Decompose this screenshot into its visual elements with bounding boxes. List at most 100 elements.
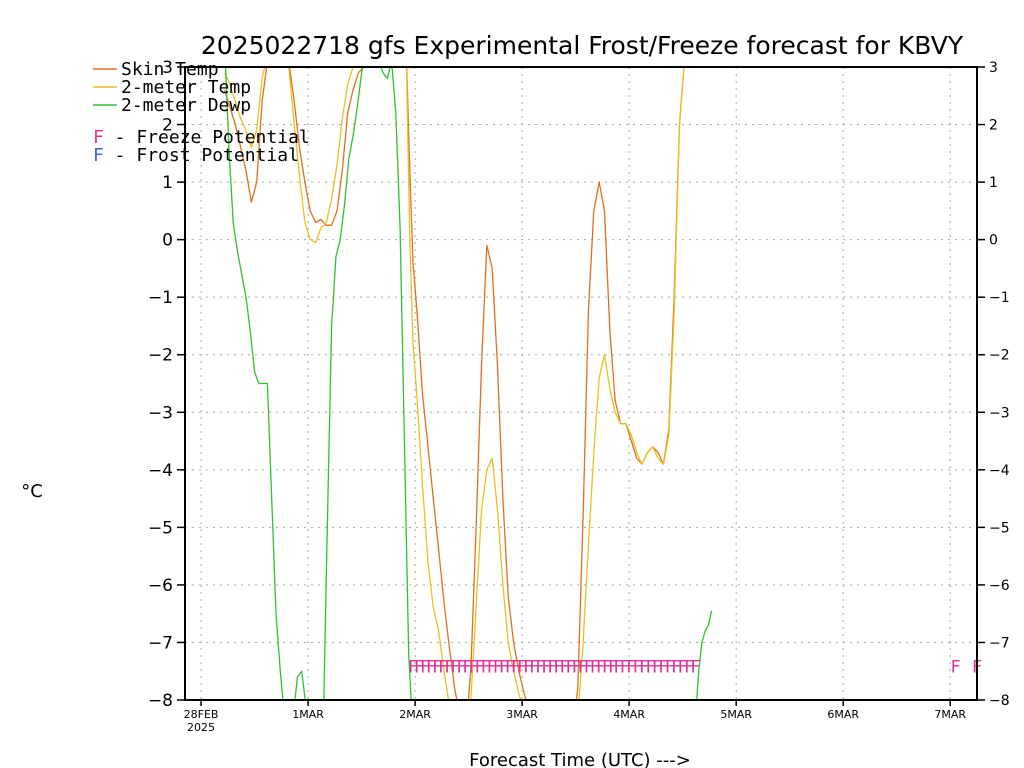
y-tick-label-right: −8	[989, 693, 1010, 709]
x-tick-label: 5MAR	[720, 708, 752, 721]
freeze-flag-marker: F	[645, 657, 655, 677]
potential-legend-label: - Freeze Potential	[104, 127, 310, 148]
freeze-flag-marker: F	[602, 657, 612, 677]
freeze-flag-marker: F	[671, 657, 681, 677]
freeze-flag-marker: F	[620, 657, 630, 677]
legend-label: 2-meter Temp	[121, 77, 251, 98]
series-layer	[223, 67, 713, 700]
y-tick-label-right: −6	[989, 578, 1010, 594]
y-tick-label-right: −3	[989, 405, 1010, 421]
freeze-flag-marker: F	[438, 657, 448, 677]
y-axis-left: 3 2 1 0 −1 −2 −3 −4 −5 −6 −7 −8	[148, 58, 185, 711]
y-tick-label: −8	[148, 691, 173, 711]
y-tick-label-right: −1	[989, 290, 1010, 306]
freeze-flag-marker: F	[639, 657, 649, 677]
potential-legend-marker: F	[93, 145, 104, 166]
potential-legend-entry: F - Frost Potential	[93, 145, 299, 166]
freeze-flag-marker: F	[652, 657, 662, 677]
y-tick-label: −7	[148, 633, 173, 653]
freeze-flag-marker: F	[511, 657, 521, 677]
x-tick-label: 1MAR	[292, 708, 324, 721]
y-tick-label-right: 3	[989, 60, 998, 76]
freeze-flag-marker: F	[444, 657, 454, 677]
freeze-flag-marker: F	[475, 657, 485, 677]
y-tick-label: −1	[148, 288, 173, 308]
freeze-flag-marker: F	[690, 657, 700, 677]
x-tick-label: 7MAR	[934, 708, 966, 721]
freeze-flag-marker: F	[572, 657, 582, 677]
freeze-flag-marker: F	[414, 657, 424, 677]
legend-label: 2-meter Dewp	[121, 95, 251, 116]
freeze-flag-marker: F	[481, 657, 491, 677]
freeze-flag-marker: F	[584, 657, 594, 677]
freeze-flag-marker: F	[420, 657, 430, 677]
series-line	[224, 67, 685, 700]
y-tick-label-right: −2	[989, 348, 1010, 364]
freeze-flag-marker: F	[665, 657, 675, 677]
series-line	[696, 610, 713, 700]
freeze-flag-marker: F	[456, 657, 466, 677]
y-tick-label: 1	[162, 173, 173, 193]
series-line	[224, 67, 412, 700]
potential-legend-entry: F - Freeze Potential	[93, 127, 310, 148]
chart-title: 2025022718 gfs Experimental Frost/Freeze…	[201, 31, 964, 60]
freeze-flag-marker: F	[633, 657, 643, 677]
freeze-flag-marker: F	[450, 657, 460, 677]
freeze-flag-marker: F	[608, 657, 618, 677]
freeze-flag-marker: F	[566, 657, 576, 677]
y-tick-label: 2	[162, 116, 173, 136]
y-axis-right: 3 2 1 0 −1 −2 −3 −4 −5 −6 −7 −8	[977, 60, 1010, 709]
freeze-flag-marker: F	[559, 657, 569, 677]
freeze-flag-marker: F	[590, 657, 600, 677]
y-tick-label-right: −5	[989, 520, 1010, 536]
freeze-flag-marker: F	[535, 657, 545, 677]
y-axis-label: °C	[21, 481, 43, 502]
x-tick-label: 28FEB	[184, 708, 219, 721]
y-tick-label: −5	[148, 518, 173, 538]
freeze-flag-marker: F	[408, 657, 418, 677]
freeze-flag-marker: F	[523, 657, 533, 677]
freeze-flag-marker: F	[553, 657, 563, 677]
y-tick-label: −3	[148, 403, 173, 423]
freeze-flag-marker: F	[462, 657, 472, 677]
y-tick-label: −2	[148, 346, 173, 366]
freeze-flag-marker: F	[684, 657, 694, 677]
y-tick-label-right: 1	[989, 175, 998, 191]
freeze-flag-marker: F	[547, 657, 557, 677]
grid-lines	[185, 67, 977, 700]
freeze-flag-marker: F	[517, 657, 527, 677]
freeze-flag-marker: F	[426, 657, 436, 677]
freeze-flags: FFFFFFFFFFFFFFFFFFFFFFFFFFFFFFFFFFFFFFFF…	[408, 657, 982, 677]
y-tick-label-right: −4	[989, 463, 1010, 479]
y-tick-label: 0	[162, 231, 173, 251]
x-tick-label: 4MAR	[613, 708, 645, 721]
freeze-flag-marker: F	[505, 657, 515, 677]
freeze-flag-marker: F	[613, 657, 623, 677]
potential-legend-marker: F	[93, 127, 104, 148]
y-tick-label-right: 2	[989, 118, 998, 134]
freeze-flag-marker: F	[541, 657, 551, 677]
y-tick-label: −6	[148, 576, 173, 596]
potential-legend-label: - Frost Potential	[104, 145, 299, 166]
freeze-flag-marker: F	[626, 657, 636, 677]
y-tick-label-right: −7	[989, 635, 1010, 651]
freeze-flag-marker: F	[432, 657, 442, 677]
freeze-flag-marker: F	[487, 657, 497, 677]
x-tick-label: 2MAR	[399, 708, 431, 721]
freeze-flag-marker: F	[950, 657, 960, 677]
freeze-flag-marker: F	[596, 657, 606, 677]
freeze-flag-marker: F	[529, 657, 539, 677]
x-axis-label: Forecast Time (UTC) --->	[469, 750, 691, 768]
plot-frame	[184, 66, 978, 701]
x-tick-label: 6MAR	[827, 708, 859, 721]
freeze-flag-marker: F	[578, 657, 588, 677]
y-tick-label: 3	[162, 58, 173, 78]
freeze-flag-marker: F	[468, 657, 478, 677]
freeze-flag-marker: F	[678, 657, 688, 677]
x-tick-label: 3MAR	[506, 708, 538, 721]
legend-label: Skin Temp	[121, 59, 219, 80]
y-tick-label: −4	[148, 461, 173, 481]
